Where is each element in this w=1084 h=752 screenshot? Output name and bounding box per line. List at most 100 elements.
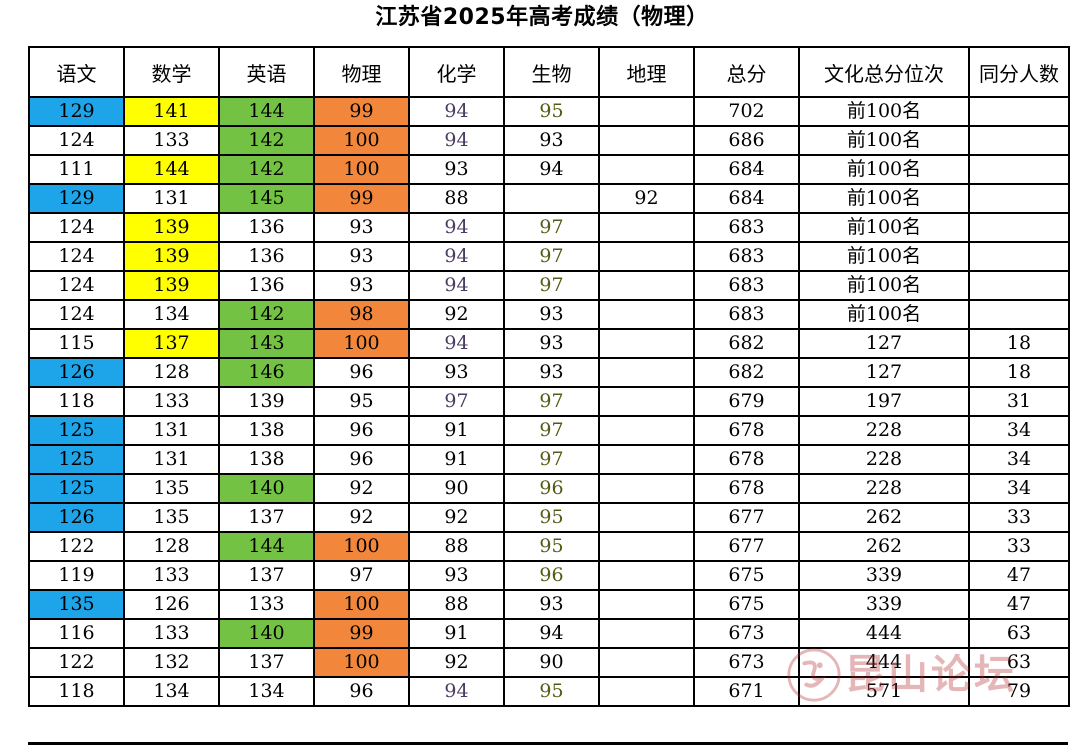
table-cell: 91 [408, 444, 505, 475]
table-cell: 133 [123, 386, 220, 417]
table-cell: 96 [313, 444, 410, 475]
table-cell: 前100名 [798, 270, 970, 301]
table-cell: 97 [503, 212, 600, 243]
column-header: 语文 [28, 46, 125, 98]
table-cell: 132 [123, 647, 220, 678]
table-cell: 95 [503, 531, 600, 562]
table-cell: 99 [313, 618, 410, 649]
table-row: 135 126 133 100 88 93 675 339 47 [28, 589, 1070, 620]
table-cell: 93 [503, 328, 600, 359]
table-cell [968, 299, 1070, 330]
table-cell: 99 [313, 183, 410, 214]
table-cell: 96 [313, 676, 410, 707]
table-cell: 33 [968, 502, 1070, 533]
table-cell: 115 [28, 328, 125, 359]
column-header: 数学 [123, 46, 220, 98]
table-cell: 79 [968, 676, 1070, 707]
table-cell [598, 328, 695, 359]
table-cell: 140 [218, 473, 315, 504]
score-table: 语文 数学 英语 物理 化学 生物 地理 总分 文化总分位次 同分人数 129 141 144 99 94… [28, 46, 1070, 707]
table-cell: 146 [218, 357, 315, 388]
table-cell: 91 [408, 618, 505, 649]
table-cell: 94 [408, 270, 505, 301]
table-cell [598, 154, 695, 185]
table-row: 129 141 144 99 94 95 702 前100名 [28, 96, 1070, 127]
table-cell [598, 96, 695, 127]
table-row: 126 128 146 96 93 93 682 127 18 [28, 357, 1070, 388]
table-cell: 96 [503, 473, 600, 504]
table-cell: 126 [123, 589, 220, 620]
table-row: 119 133 137 97 93 96 675 339 47 [28, 560, 1070, 591]
table-cell: 571 [798, 676, 970, 707]
table-cell: 131 [123, 444, 220, 475]
table-cell: 678 [693, 444, 800, 475]
table-cell: 675 [693, 560, 800, 591]
table-cell: 92 [408, 299, 505, 330]
column-header: 文化总分位次 [798, 46, 970, 98]
table-cell: 18 [968, 328, 1070, 359]
table-cell: 228 [798, 415, 970, 446]
table-cell: 90 [503, 647, 600, 678]
table-cell: 47 [968, 560, 1070, 591]
table-cell: 111 [28, 154, 125, 185]
table-cell [598, 125, 695, 156]
table-cell: 93 [313, 212, 410, 243]
table-row: 124 133 142 100 94 93 686 前100名 [28, 125, 1070, 156]
table-row: 125 131 138 96 91 97 678 228 34 [28, 444, 1070, 475]
table-cell [968, 183, 1070, 214]
table-cell [968, 270, 1070, 301]
table-cell [968, 154, 1070, 185]
table-cell: 141 [123, 96, 220, 127]
table-cell: 139 [123, 241, 220, 272]
table-cell: 136 [218, 270, 315, 301]
table-cell: 18 [968, 357, 1070, 388]
table-cell: 97 [503, 415, 600, 446]
table-cell [598, 647, 695, 678]
table-cell: 93 [408, 357, 505, 388]
table-cell: 88 [408, 183, 505, 214]
table-cell: 197 [798, 386, 970, 417]
table-cell: 97 [503, 241, 600, 272]
table-cell [598, 676, 695, 707]
table-cell: 134 [123, 676, 220, 707]
table-row: 124 139 136 93 94 97 683 前100名 [28, 212, 1070, 243]
table-cell: 127 [798, 328, 970, 359]
table-cell: 88 [408, 531, 505, 562]
table-cell: 94 [408, 212, 505, 243]
table-cell: 144 [218, 96, 315, 127]
table-cell: 137 [218, 502, 315, 533]
table-cell: 673 [693, 618, 800, 649]
table-cell: 94 [408, 328, 505, 359]
table-cell: 93 [408, 154, 505, 185]
table-cell: 前100名 [798, 125, 970, 156]
table-cell: 119 [28, 560, 125, 591]
table-cell: 91 [408, 415, 505, 446]
table-cell: 140 [218, 618, 315, 649]
column-header: 总分 [693, 46, 800, 98]
table-cell: 677 [693, 502, 800, 533]
table-cell: 133 [218, 589, 315, 620]
table-cell: 678 [693, 473, 800, 504]
table-cell: 34 [968, 415, 1070, 446]
table-cell [968, 212, 1070, 243]
table-cell: 93 [408, 560, 505, 591]
table-cell: 262 [798, 502, 970, 533]
table-cell: 34 [968, 473, 1070, 504]
table-cell: 684 [693, 154, 800, 185]
table-cell: 100 [313, 125, 410, 156]
table-cell: 124 [28, 299, 125, 330]
table-cell: 100 [313, 647, 410, 678]
table-cell: 93 [313, 241, 410, 272]
table-cell: 93 [313, 270, 410, 301]
table-cell: 97 [503, 386, 600, 417]
table-row: 125 131 138 96 91 97 678 228 34 [28, 415, 1070, 446]
header-row: 语文 数学 英语 物理 化学 生物 地理 总分 文化总分位次 同分人数 [28, 46, 1070, 98]
table-row: 118 134 134 96 94 95 671 571 79 [28, 676, 1070, 707]
table-cell: 97 [503, 270, 600, 301]
table-cell: 262 [798, 531, 970, 562]
table-cell: 686 [693, 125, 800, 156]
table-cell: 95 [503, 96, 600, 127]
table-cell: 678 [693, 415, 800, 446]
table-row: 115 137 143 100 94 93 682 127 18 [28, 328, 1070, 359]
table-row: 122 128 144 100 88 95 677 262 33 [28, 531, 1070, 562]
